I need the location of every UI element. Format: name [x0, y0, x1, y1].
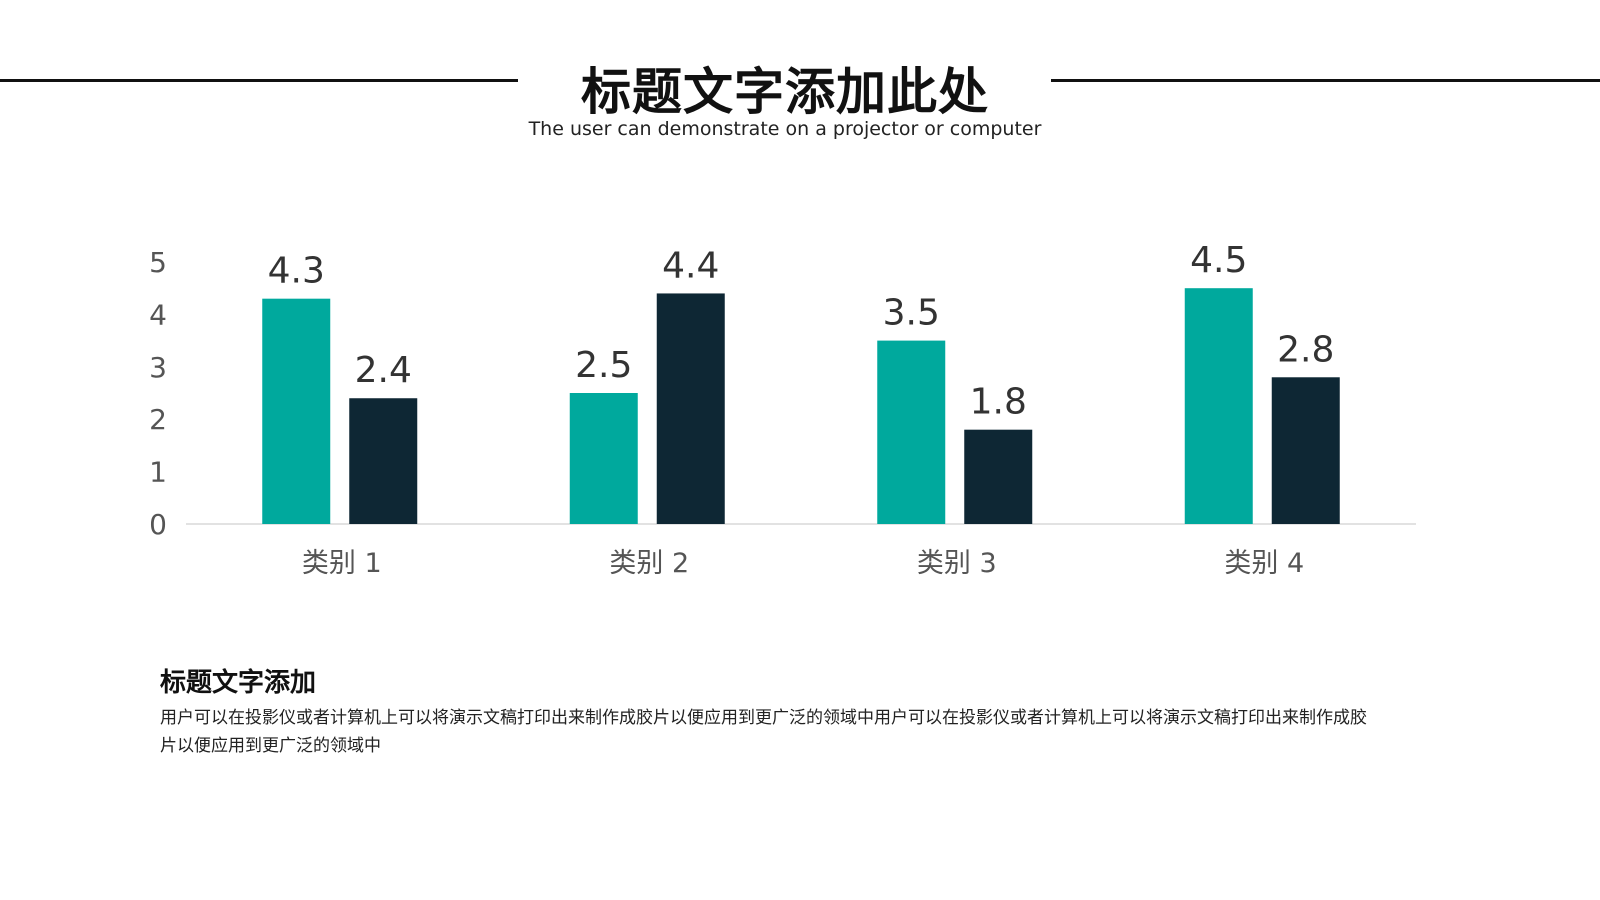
y-tick-label: 0	[149, 508, 167, 541]
data-label: 2.4	[355, 350, 412, 391]
data-label: 2.5	[575, 345, 632, 386]
section-body: 用户可以在投影仪或者计算机上可以将演示文稿打印出来制作成胶片以便应用到更广泛的领…	[160, 708, 1367, 756]
bar	[1271, 377, 1340, 524]
title-rule-right	[1051, 79, 1600, 82]
y-tick-label: 5	[149, 246, 167, 279]
y-tick-label: 4	[149, 298, 167, 331]
data-label: 4.5	[1190, 240, 1247, 281]
bar	[656, 293, 725, 524]
data-label: 3.5	[883, 293, 940, 334]
x-tick-label: 类别 4	[1224, 548, 1304, 579]
data-label: 2.8	[1277, 329, 1334, 370]
bar	[964, 429, 1033, 524]
bar-chart: 0 1 2 3 4 5 类别 1 4.3 2.4 类别 2 2.5 4.4 类别 3 3.5 1.8 类别 4…	[149, 240, 1416, 579]
page-subtitle: The user can demonstrate on a projector …	[528, 118, 1042, 140]
y-tick-label: 1	[149, 456, 167, 489]
x-tick-label: 类别 1	[302, 548, 382, 579]
bar	[1184, 288, 1253, 524]
page-title: 标题文字添加此处	[581, 63, 989, 121]
x-tick-label: 类别 3	[917, 548, 997, 579]
data-label: 1.8	[970, 382, 1027, 423]
bar	[569, 393, 638, 524]
y-tick-label: 2	[149, 403, 167, 436]
bar	[349, 398, 418, 524]
section-title: 标题文字添加	[160, 668, 317, 698]
y-tick-label: 3	[149, 351, 167, 384]
data-label: 4.4	[662, 245, 719, 286]
title-rule-left	[0, 79, 518, 82]
bar	[262, 298, 331, 524]
data-label: 4.3	[268, 251, 325, 292]
bar	[877, 340, 946, 524]
x-tick-label: 类别 2	[609, 548, 689, 579]
